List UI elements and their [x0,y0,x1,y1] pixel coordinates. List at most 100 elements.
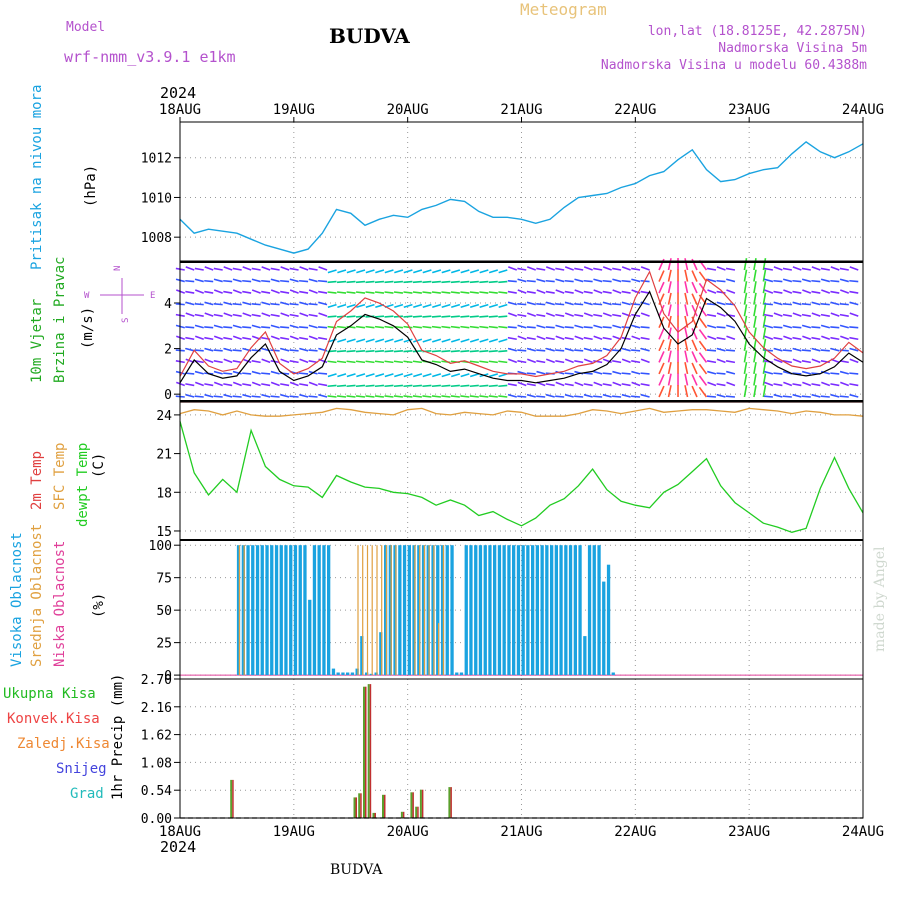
wind-vector [232,278,242,283]
wind-vector [839,370,849,375]
date-label-bottom: 20AUG [387,824,429,840]
cloud-bar [512,545,516,676]
compass-n: N [113,266,123,271]
wind-vector [536,267,546,271]
wind-vector [545,393,555,398]
wind-vector [792,372,802,375]
wind-vector [801,370,812,375]
cloud-bar [597,545,601,676]
wind-vector [517,303,527,306]
wind-vector [365,338,375,343]
cloud-bar [568,545,573,676]
wind-vector [753,361,757,375]
wind-vector [792,393,802,398]
wind-vector [555,335,565,341]
precip-total-bar [419,789,422,818]
wind-vector [698,317,708,329]
wind-vector [460,384,470,388]
wind-vector [716,372,726,375]
wind-vector [707,289,717,294]
elevation-label: Nadmorska Visina 5m [718,41,867,56]
wind-vector [684,292,689,305]
wind-vector [346,360,356,364]
wind-vector [232,303,242,306]
cloud-bar [592,545,596,676]
wind-vector [593,324,603,329]
wind-vector [773,301,783,306]
wind-vector [289,267,299,271]
wind-vector [621,383,631,387]
wind-vector [658,362,665,375]
wind-vector [488,350,498,353]
cloud-bar [390,545,392,676]
wind-vector [684,338,689,351]
cloud-bar [371,545,373,676]
wind-vector [830,301,840,306]
wind-vector [849,290,859,294]
wind-vector [536,303,546,306]
cloud-bar [236,545,241,676]
wind-vector [801,349,811,352]
wind-vector [684,258,689,271]
wind-vector [574,381,584,387]
wind-vector [394,303,404,309]
wind-vector [289,395,299,398]
wind-vector [839,303,849,306]
cloud-bar [559,545,563,676]
wind-vector [564,383,574,387]
wind-vector [450,373,461,378]
wind-vector [743,385,748,398]
wind-vector [213,278,223,283]
precip-conv-bar [384,794,386,818]
wind-vector [743,350,748,363]
wind-vector [327,360,337,364]
wind-vector [621,347,631,352]
date-label-top: 24AUG [842,102,884,118]
wind-vector [185,301,195,306]
wind-vector [403,315,413,318]
wind-vector [526,301,536,306]
wind-vector [498,269,508,274]
wind-vector [223,393,233,398]
wind-vector [308,278,318,283]
cloud-bar [388,545,392,676]
wind-vector [545,312,555,317]
wind-vector [593,360,603,364]
wind-vector [583,279,593,283]
wind-vector [441,395,451,398]
wind-vector [706,360,717,364]
wind-vector [280,336,290,341]
wind-vector [773,266,783,271]
wind-vector [658,351,665,363]
wind-vector [526,312,537,317]
wind-vector [839,395,849,398]
wind-vector [280,393,290,398]
cloud-bar [238,545,240,676]
wind-vector [691,327,698,340]
y-tick-label: 0 [164,669,172,684]
cloud-bar [573,545,577,676]
wind-vector [232,313,242,317]
wind-vector [631,267,641,271]
wind-vector [684,362,689,375]
wind-vector [384,315,394,318]
wind-vector [691,362,698,375]
wind-vector [667,281,672,294]
wind-vector [574,324,584,329]
wind-vector [261,279,271,283]
wind-vector [213,267,223,271]
wind-vector [479,325,489,329]
wind-vector [602,279,612,283]
wind-vector [762,292,767,305]
wind-vector [270,335,280,341]
wind-vector [839,313,849,317]
wind-vector [355,395,366,398]
wind-vector [355,291,366,294]
cloud-bar [436,545,440,676]
compass-w: W [84,291,90,301]
wind-vector [773,326,783,329]
cloud-bar [385,545,387,676]
wind-vector [782,395,792,398]
cloud-bar [246,545,250,676]
wind-vector [743,269,748,282]
